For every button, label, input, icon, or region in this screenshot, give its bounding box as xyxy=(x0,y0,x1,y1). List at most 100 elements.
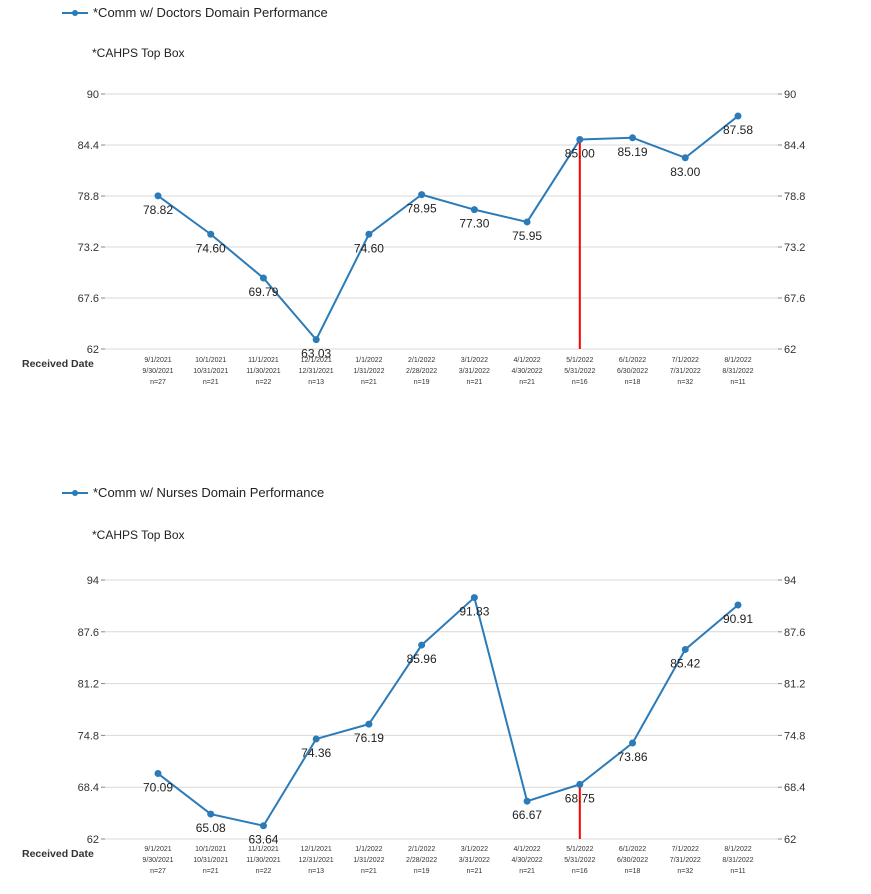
data-point xyxy=(418,191,426,199)
x-category-label: n=32 xyxy=(677,868,693,875)
legend-swatch-dot xyxy=(72,10,78,16)
data-label: 63.03 xyxy=(301,347,331,361)
data-point xyxy=(523,797,531,805)
x-category-label: 10/1/2021 xyxy=(195,357,226,364)
x-category-label: 8/1/2022 xyxy=(724,846,751,853)
data-label: 73.86 xyxy=(618,750,648,764)
y-tick-label-right: 94 xyxy=(784,575,796,587)
x-category-label: 9/1/2021 xyxy=(144,357,171,364)
data-point xyxy=(418,641,426,649)
y-tick-label-right: 84.4 xyxy=(784,140,805,152)
x-category-label: n=16 xyxy=(572,868,588,875)
x-category-label: 3/1/2022 xyxy=(461,357,488,364)
x-category-label: 6/1/2022 xyxy=(619,357,646,364)
data-label: 74.60 xyxy=(354,241,384,255)
x-category-label: 11/30/2021 xyxy=(246,857,281,864)
y-tick-label-right: 81.2 xyxy=(784,679,805,691)
data-point xyxy=(312,735,320,743)
x-category-label: n=22 xyxy=(256,868,272,875)
x-category-label: 10/31/2021 xyxy=(193,857,228,864)
data-point xyxy=(629,134,637,142)
data-point xyxy=(259,822,267,830)
y-tick-label-left: 84.4 xyxy=(78,140,99,152)
y-tick-label-right: 74.8 xyxy=(784,730,805,742)
data-label: 85.00 xyxy=(565,147,595,161)
y-tick-label-left: 73.2 xyxy=(78,242,99,254)
x-category-label: n=32 xyxy=(677,379,693,386)
x-category-label: 4/30/2022 xyxy=(512,857,543,864)
data-label: 91.83 xyxy=(459,605,489,619)
x-category-label: 1/31/2022 xyxy=(353,368,384,375)
x-category-label: n=21 xyxy=(203,379,219,386)
x-category-label: 1/31/2022 xyxy=(353,857,384,864)
received-date-label: Received Date xyxy=(22,358,94,370)
data-point xyxy=(470,594,478,602)
y-tick-label-left: 81.2 xyxy=(78,679,99,691)
data-label: 87.58 xyxy=(723,123,753,137)
data-point xyxy=(576,780,584,788)
x-category-label: 7/1/2022 xyxy=(672,357,699,364)
x-category-label: 7/31/2022 xyxy=(670,368,701,375)
x-category-label: 4/1/2022 xyxy=(513,846,540,853)
x-category-label: 6/30/2022 xyxy=(617,857,648,864)
data-point xyxy=(681,154,689,162)
data-label: 85.96 xyxy=(407,652,437,666)
legend-swatch-dot xyxy=(72,490,78,496)
chart-subtitle: *CAHPS Top Box xyxy=(92,528,185,542)
data-label: 77.30 xyxy=(459,217,489,231)
data-point xyxy=(681,645,689,653)
y-tick-label-left: 67.6 xyxy=(78,293,99,305)
x-category-label: 8/31/2022 xyxy=(722,368,753,375)
data-label: 85.19 xyxy=(618,145,648,159)
x-category-label: n=21 xyxy=(466,379,482,386)
x-category-label: n=21 xyxy=(466,868,482,875)
received-date-label: Received Date xyxy=(22,848,94,860)
y-tick-label-right: 68.4 xyxy=(784,782,805,794)
x-category-label: 3/1/2022 xyxy=(461,846,488,853)
series-line xyxy=(157,115,739,342)
y-tick-label-right: 73.2 xyxy=(784,242,805,254)
x-category-label: 11/1/2021 xyxy=(248,357,279,364)
data-point xyxy=(523,218,531,226)
data-point xyxy=(207,810,215,818)
x-category-label: 5/31/2022 xyxy=(564,368,595,375)
y-tick-label-left: 90 xyxy=(87,89,99,101)
y-tick-label-right: 90 xyxy=(784,89,796,101)
data-label: 74.60 xyxy=(196,241,226,255)
x-category-label: 2/1/2022 xyxy=(408,846,435,853)
data-label: 69.79 xyxy=(248,285,278,299)
doctors-chart: *Comm w/ Doctors Domain Performance *CAHP… xyxy=(22,5,805,386)
x-category-label: 2/28/2022 xyxy=(406,368,437,375)
y-tick-label-left: 74.8 xyxy=(78,730,99,742)
y-tick-label-left: 78.8 xyxy=(78,191,99,203)
data-point xyxy=(365,230,373,238)
x-category-label: n=16 xyxy=(572,379,588,386)
y-tick-label-left: 62 xyxy=(87,834,99,846)
y-tick-label-left: 62 xyxy=(87,344,99,356)
chart-subtitle: *CAHPS Top Box xyxy=(92,46,185,60)
x-category-label: 2/1/2022 xyxy=(408,357,435,364)
x-category-label: 3/31/2022 xyxy=(459,368,490,375)
data-point xyxy=(365,720,373,728)
legend-label: *Comm w/ Nurses Domain Performance xyxy=(93,485,324,500)
data-label: 83.00 xyxy=(670,165,700,179)
y-tick-label-left: 68.4 xyxy=(78,782,99,794)
x-category-label: 12/31/2021 xyxy=(299,857,334,864)
x-category-label: n=19 xyxy=(414,379,430,386)
data-point xyxy=(734,112,742,120)
y-tick-label-right: 78.8 xyxy=(784,191,805,203)
x-category-label: 9/30/2021 xyxy=(142,368,173,375)
x-category-label: n=13 xyxy=(308,379,324,386)
x-category-label: 7/1/2022 xyxy=(672,846,699,853)
data-label: 70.09 xyxy=(143,781,173,795)
x-category-label: n=21 xyxy=(203,868,219,875)
data-label: 85.42 xyxy=(670,656,700,670)
data-label: 78.82 xyxy=(143,203,173,217)
x-category-label: 2/28/2022 xyxy=(406,857,437,864)
x-category-label: n=11 xyxy=(730,379,745,386)
data-label: 74.36 xyxy=(301,746,331,760)
data-point xyxy=(259,274,267,282)
x-category-label: 11/30/2021 xyxy=(246,368,281,375)
x-category-label: 5/1/2022 xyxy=(566,846,593,853)
x-category-label: n=22 xyxy=(256,379,272,386)
